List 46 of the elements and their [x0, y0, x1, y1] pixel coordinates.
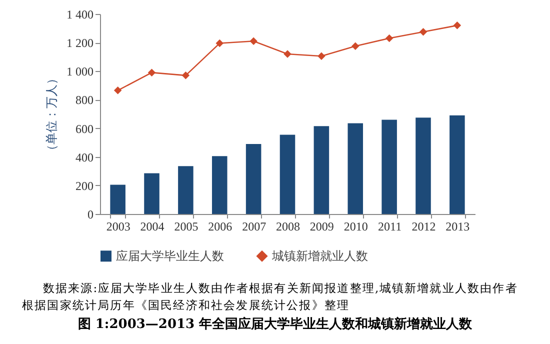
source-note: 数据来源:应届大学毕业生人数由作者根据有关新闻报道整理,城镇新增就业人数由作者根据国家统计局历年《国民经济和社会发展统计公报》整理 — [22, 280, 519, 314]
x-tick-label: 2005 — [174, 220, 198, 234]
bar — [212, 156, 228, 214]
x-tick-label: 2013 — [446, 220, 470, 234]
bar — [280, 134, 296, 214]
bar — [246, 144, 262, 214]
bar — [314, 126, 330, 214]
point — [284, 50, 292, 58]
point — [453, 22, 462, 30]
x-tick-label: 2010 — [344, 220, 368, 234]
point — [148, 68, 156, 76]
x-tick-label: 2004 — [140, 220, 164, 234]
y-tick-label: 1 400 — [66, 8, 94, 22]
legend-label: 应届大学毕业生人数 — [116, 249, 224, 264]
x-tick-label: 2012 — [412, 220, 436, 234]
y-tick-label: 600 — [76, 122, 94, 136]
x-tick-label: 2003 — [106, 220, 130, 234]
bar — [178, 166, 194, 214]
y-tick-label: 400 — [76, 150, 94, 164]
point — [182, 72, 190, 80]
x-tick-label: 2007 — [242, 220, 266, 234]
y-tick-label: 800 — [76, 93, 94, 108]
y-tick-label: 1 000 — [66, 64, 94, 79]
x-tick-label: 2011 — [378, 220, 402, 234]
x-tick-label: 2006 — [208, 220, 232, 234]
bar — [110, 184, 126, 214]
x-tick-label: 2009 — [310, 220, 334, 234]
bar — [144, 173, 160, 214]
point — [318, 52, 326, 60]
point — [216, 39, 224, 48]
legend-label: 城镇新增就业人数 — [271, 249, 368, 264]
y-tick-label: 0 — [88, 208, 94, 222]
point — [419, 28, 428, 36]
bar — [416, 118, 431, 214]
y-tick-label: 1 200 — [66, 36, 94, 50]
y-axis-title: （单位：万人） — [44, 72, 58, 156]
x-tick-label: 2008 — [276, 220, 300, 234]
bar — [348, 123, 364, 214]
point — [352, 42, 360, 50]
point — [250, 37, 258, 46]
bar — [382, 120, 397, 214]
point — [385, 34, 394, 42]
text: 图 1:2003—2013 年全国应届大学毕业生人数和城镇新增就业人数 — [76, 316, 474, 333]
point — [114, 86, 122, 94]
y-tick-label: 200 — [76, 178, 94, 193]
bar — [450, 115, 465, 214]
